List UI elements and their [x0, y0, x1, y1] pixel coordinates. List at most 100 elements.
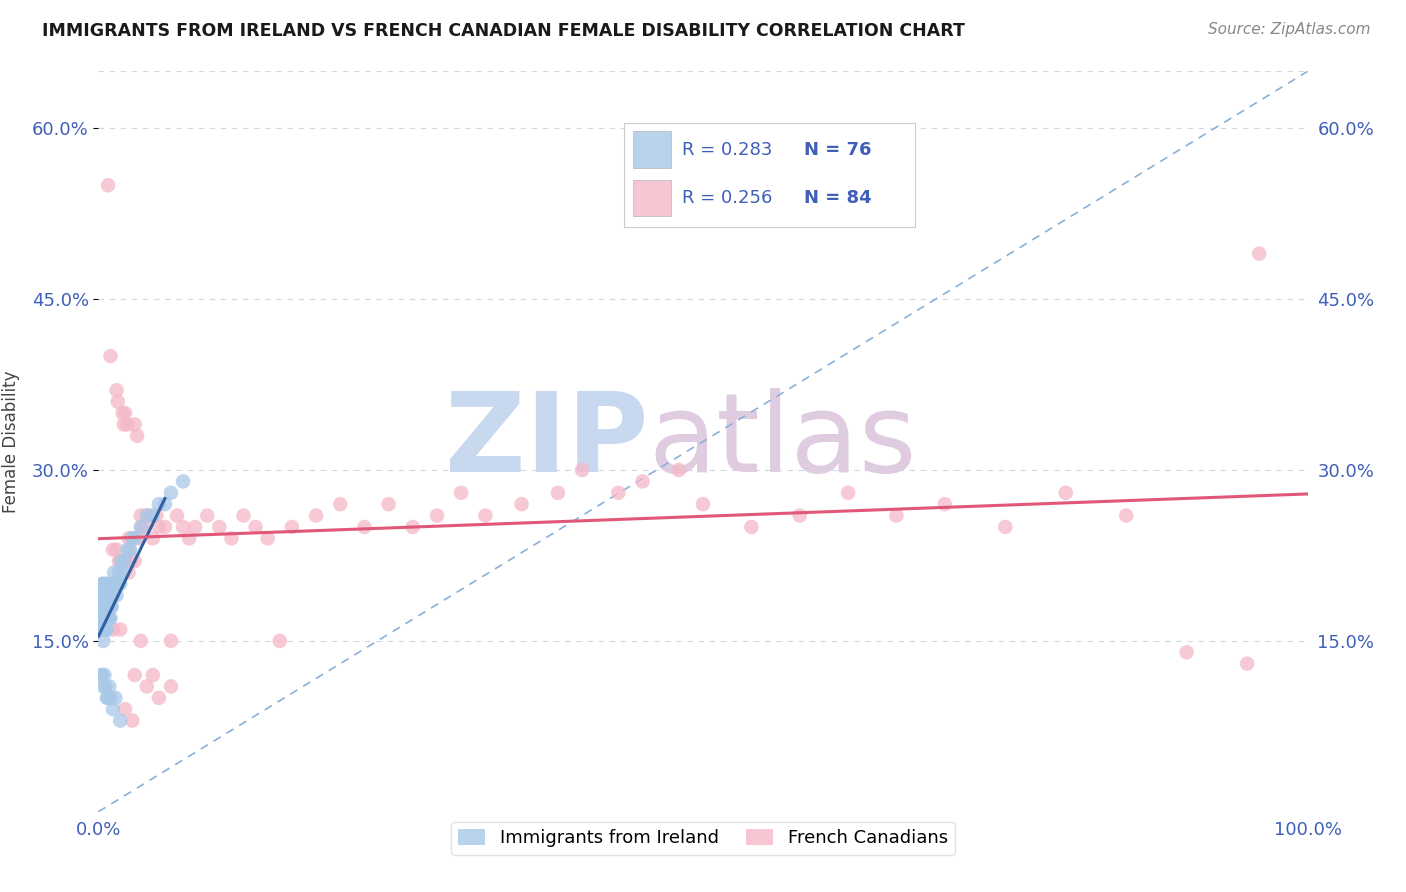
Point: [120, 554, 142, 568]
Point: [450, 485, 472, 500]
Point: [100, 611, 122, 625]
Point: [160, 633, 183, 648]
Point: [89, 599, 111, 614]
Text: atlas: atlas: [648, 388, 917, 495]
Point: [692, 497, 714, 511]
Point: [994, 520, 1017, 534]
Point: [135, 508, 157, 523]
Point: [97, 577, 120, 591]
Point: [105, 588, 128, 602]
Point: [510, 497, 533, 511]
Point: [93, 668, 115, 682]
Point: [110, 554, 132, 568]
Point: [129, 520, 152, 534]
Point: [91, 577, 114, 591]
Point: [101, 542, 124, 557]
Point: [129, 633, 152, 648]
Point: [108, 577, 131, 591]
Point: [93, 599, 115, 614]
Point: [98, 611, 121, 625]
Point: [89, 623, 111, 637]
Y-axis label: Female Disability: Female Disability: [3, 370, 21, 513]
Point: [160, 485, 183, 500]
Point: [90, 611, 112, 625]
Point: [305, 508, 328, 523]
Point: [96, 611, 118, 625]
Point: [97, 690, 120, 705]
Point: [232, 508, 254, 523]
Point: [108, 623, 131, 637]
Point: [135, 508, 157, 523]
Point: [100, 349, 122, 363]
Point: [789, 508, 811, 523]
Point: [256, 532, 278, 546]
Point: [97, 588, 120, 602]
Point: [195, 508, 218, 523]
Point: [124, 554, 146, 568]
Point: [118, 542, 141, 557]
Point: [124, 417, 146, 432]
Point: [115, 554, 138, 568]
Point: [474, 508, 496, 523]
Point: [402, 520, 425, 534]
Point: [104, 577, 127, 591]
Point: [886, 508, 908, 523]
Point: [90, 668, 112, 682]
Point: [100, 599, 122, 614]
Point: [91, 577, 114, 591]
Point: [108, 566, 131, 580]
Point: [100, 599, 122, 614]
Text: Source: ZipAtlas.com: Source: ZipAtlas.com: [1208, 22, 1371, 37]
Point: [148, 497, 170, 511]
Point: [121, 714, 143, 728]
Point: [104, 690, 127, 705]
Point: [145, 508, 167, 523]
Point: [91, 599, 114, 614]
Point: [94, 611, 117, 625]
Text: IMMIGRANTS FROM IRELAND VS FRENCH CANADIAN FEMALE DISABILITY CORRELATION CHART: IMMIGRANTS FROM IRELAND VS FRENCH CANADI…: [42, 22, 965, 40]
Point: [101, 588, 124, 602]
Point: [112, 417, 135, 432]
Point: [108, 554, 131, 568]
Point: [547, 485, 569, 500]
Point: [94, 680, 117, 694]
Point: [114, 554, 136, 568]
Point: [91, 623, 114, 637]
Point: [740, 520, 762, 534]
Point: [97, 611, 120, 625]
Point: [129, 508, 152, 523]
Point: [221, 532, 243, 546]
Point: [91, 611, 114, 625]
Point: [124, 668, 146, 682]
Point: [1115, 508, 1137, 523]
Point: [148, 690, 170, 705]
Point: [107, 577, 129, 591]
Point: [426, 508, 449, 523]
Point: [166, 508, 188, 523]
Point: [118, 542, 141, 557]
Point: [98, 680, 121, 694]
Point: [105, 542, 128, 557]
Point: [90, 588, 112, 602]
Point: [124, 532, 146, 546]
Point: [108, 554, 131, 568]
Point: [114, 702, 136, 716]
Point: [934, 497, 956, 511]
Point: [114, 406, 136, 420]
Point: [377, 497, 399, 511]
Point: [94, 588, 117, 602]
Point: [101, 577, 124, 591]
Point: [184, 520, 207, 534]
Point: [172, 475, 194, 489]
Text: ZIP: ZIP: [446, 388, 648, 495]
Point: [91, 680, 114, 694]
Point: [121, 532, 143, 546]
Point: [329, 497, 352, 511]
Point: [91, 611, 114, 625]
Point: [160, 680, 183, 694]
Point: [93, 599, 115, 614]
Point: [1249, 246, 1271, 260]
Point: [96, 690, 118, 705]
Point: [142, 508, 165, 523]
Point: [91, 588, 114, 602]
